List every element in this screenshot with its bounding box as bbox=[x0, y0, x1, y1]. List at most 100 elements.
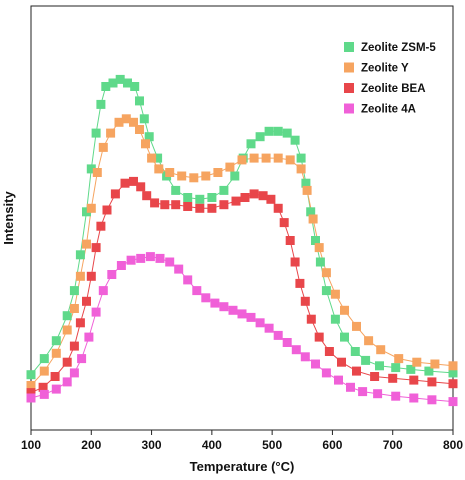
data-point bbox=[321, 368, 331, 378]
data-point bbox=[136, 182, 146, 192]
data-point bbox=[86, 164, 96, 174]
data-point bbox=[126, 255, 136, 265]
data-point bbox=[115, 74, 125, 84]
data-point bbox=[51, 348, 61, 358]
data-point bbox=[39, 354, 49, 364]
data-point bbox=[291, 345, 301, 355]
data-point bbox=[391, 391, 401, 401]
data-point bbox=[39, 389, 49, 399]
data-point bbox=[201, 171, 211, 181]
data-point bbox=[98, 142, 108, 152]
data-point bbox=[195, 203, 205, 213]
series-markers bbox=[26, 74, 458, 407]
data-point bbox=[201, 293, 211, 303]
data-point bbox=[330, 289, 340, 299]
data-point bbox=[213, 168, 223, 177]
data-point bbox=[409, 375, 419, 385]
data-point bbox=[340, 332, 349, 342]
data-point bbox=[136, 253, 146, 263]
data-point bbox=[240, 193, 250, 202]
data-point bbox=[314, 332, 324, 342]
data-point bbox=[69, 341, 79, 351]
data-point bbox=[246, 139, 256, 149]
data-point bbox=[273, 203, 283, 213]
data-point bbox=[300, 352, 310, 362]
data-point bbox=[69, 368, 79, 378]
data-point bbox=[314, 243, 324, 253]
data-point bbox=[62, 325, 72, 335]
x-tick-label: 700 bbox=[383, 438, 403, 452]
data-point bbox=[246, 312, 256, 322]
data-point bbox=[39, 366, 49, 376]
data-point bbox=[394, 354, 404, 364]
data-point bbox=[165, 168, 175, 177]
data-point bbox=[50, 372, 60, 381]
data-point bbox=[388, 373, 398, 383]
legend-swatch bbox=[344, 103, 354, 114]
data-point bbox=[75, 250, 85, 260]
data-point bbox=[231, 196, 241, 206]
data-point bbox=[370, 372, 380, 381]
data-point bbox=[183, 275, 193, 285]
data-point bbox=[207, 203, 217, 213]
data-point bbox=[373, 389, 383, 399]
data-point bbox=[91, 128, 101, 138]
data-point bbox=[302, 185, 312, 195]
data-point bbox=[364, 336, 374, 346]
data-point bbox=[129, 176, 138, 186]
data-point bbox=[311, 359, 320, 369]
plot-frame bbox=[30, 5, 454, 431]
data-point bbox=[130, 82, 140, 91]
data-point bbox=[101, 82, 111, 91]
legend-swatch bbox=[344, 83, 354, 93]
data-point bbox=[412, 357, 422, 367]
data-point bbox=[135, 125, 144, 134]
data-point bbox=[183, 202, 193, 211]
data-point bbox=[340, 305, 349, 315]
data-point bbox=[139, 114, 149, 124]
data-point bbox=[311, 236, 320, 245]
data-point bbox=[266, 194, 276, 204]
data-point bbox=[237, 155, 247, 165]
x-tick-label: 500 bbox=[262, 438, 282, 452]
data-point bbox=[75, 271, 85, 281]
data-point bbox=[249, 189, 259, 199]
data-point bbox=[376, 345, 386, 355]
data-point bbox=[114, 117, 124, 127]
x-tick-label: 100 bbox=[21, 438, 41, 452]
x-tick-label: 400 bbox=[202, 438, 222, 452]
data-point bbox=[153, 153, 163, 163]
data-point bbox=[183, 193, 193, 202]
x-axis-title: Temperature (°C) bbox=[190, 459, 295, 474]
data-point bbox=[108, 78, 118, 88]
data-point bbox=[165, 257, 175, 267]
x-tick-label: 200 bbox=[81, 438, 101, 452]
data-point bbox=[86, 203, 96, 213]
data-point bbox=[174, 264, 184, 274]
data-point bbox=[321, 268, 331, 278]
data-point bbox=[195, 194, 205, 204]
data-point bbox=[26, 370, 36, 380]
data-point bbox=[279, 218, 289, 228]
data-point bbox=[120, 178, 130, 188]
data-point bbox=[142, 191, 152, 201]
data-point bbox=[249, 153, 259, 163]
data-point bbox=[135, 96, 144, 106]
data-point bbox=[98, 286, 108, 296]
data-point bbox=[295, 278, 305, 288]
data-point bbox=[290, 257, 300, 267]
data-point bbox=[147, 153, 157, 163]
data-point bbox=[282, 338, 292, 347]
data-point bbox=[282, 128, 292, 138]
data-point bbox=[237, 309, 247, 319]
data-point bbox=[352, 366, 361, 376]
series-line bbox=[30, 180, 454, 394]
data-point bbox=[150, 198, 160, 208]
data-point bbox=[409, 393, 419, 403]
data-point bbox=[352, 321, 361, 331]
x-tick-label: 800 bbox=[443, 438, 463, 452]
data-point bbox=[273, 126, 283, 136]
data-point bbox=[273, 153, 283, 163]
data-point bbox=[51, 336, 61, 346]
